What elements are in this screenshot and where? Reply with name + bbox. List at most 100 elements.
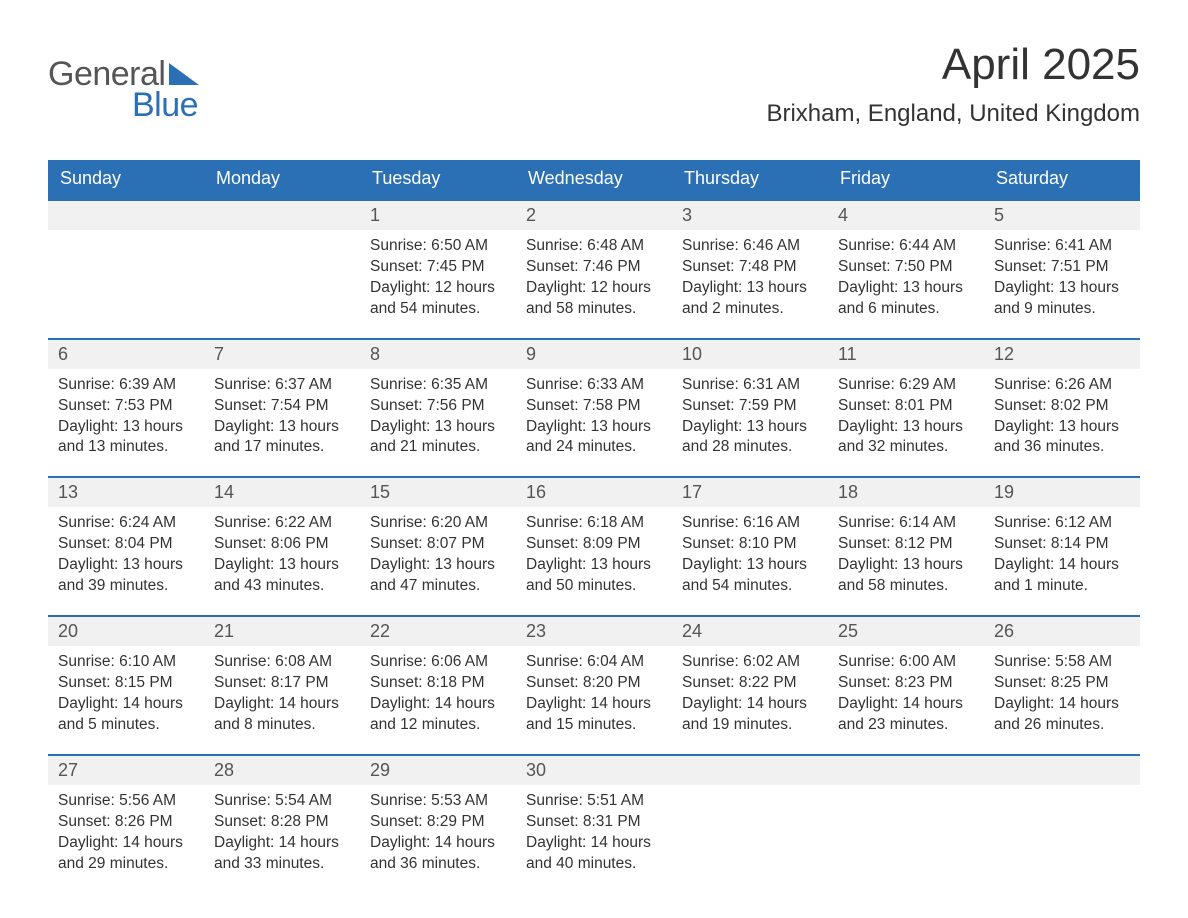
daylight-text: Daylight: 12 hours and 58 minutes.	[526, 278, 662, 320]
week: 12345Sunrise: 6:50 AMSunset: 7:45 PMDayl…	[48, 199, 1140, 338]
daylight-text: Daylight: 13 hours and 2 minutes.	[682, 278, 818, 320]
day-number: 26	[984, 617, 1140, 646]
daylight-text: Daylight: 14 hours and 15 minutes.	[526, 694, 662, 736]
sunrise-text: Sunrise: 6:39 AM	[58, 375, 194, 396]
week: 20212223242526Sunrise: 6:10 AMSunset: 8:…	[48, 615, 1140, 754]
day-header: Wednesday	[516, 160, 672, 199]
day-number: 6	[48, 340, 204, 369]
calendar: SundayMondayTuesdayWednesdayThursdayFrid…	[48, 160, 1140, 892]
day-cell: Sunrise: 6:04 AMSunset: 8:20 PMDaylight:…	[516, 646, 672, 754]
daylight-text: Daylight: 13 hours and 17 minutes.	[214, 417, 350, 459]
sunrise-text: Sunrise: 6:18 AM	[526, 513, 662, 534]
day-number: 29	[360, 756, 516, 785]
day-cell: Sunrise: 6:12 AMSunset: 8:14 PMDaylight:…	[984, 507, 1140, 615]
week: 6789101112Sunrise: 6:39 AMSunset: 7:53 P…	[48, 338, 1140, 477]
sunset-text: Sunset: 8:26 PM	[58, 812, 194, 833]
sunset-text: Sunset: 7:53 PM	[58, 396, 194, 417]
sunset-text: Sunset: 8:25 PM	[994, 673, 1130, 694]
sunrise-text: Sunrise: 6:35 AM	[370, 375, 506, 396]
sunset-text: Sunset: 8:10 PM	[682, 534, 818, 555]
day-cell: Sunrise: 6:08 AMSunset: 8:17 PMDaylight:…	[204, 646, 360, 754]
daylight-text: Daylight: 14 hours and 8 minutes.	[214, 694, 350, 736]
daylight-text: Daylight: 13 hours and 39 minutes.	[58, 555, 194, 597]
day-number: 9	[516, 340, 672, 369]
day-cell: Sunrise: 6:39 AMSunset: 7:53 PMDaylight:…	[48, 369, 204, 477]
day-number: 16	[516, 478, 672, 507]
sunrise-text: Sunrise: 6:04 AM	[526, 652, 662, 673]
sunrise-text: Sunrise: 6:50 AM	[370, 236, 506, 257]
day-number: 3	[672, 201, 828, 230]
sunrise-text: Sunrise: 6:10 AM	[58, 652, 194, 673]
sunset-text: Sunset: 8:06 PM	[214, 534, 350, 555]
daylight-text: Daylight: 13 hours and 32 minutes.	[838, 417, 974, 459]
sunset-text: Sunset: 8:15 PM	[58, 673, 194, 694]
day-cell: Sunrise: 6:22 AMSunset: 8:06 PMDaylight:…	[204, 507, 360, 615]
sunrise-text: Sunrise: 5:56 AM	[58, 791, 194, 812]
body-row: Sunrise: 6:39 AMSunset: 7:53 PMDaylight:…	[48, 369, 1140, 477]
sunset-text: Sunset: 8:07 PM	[370, 534, 506, 555]
body-row: Sunrise: 6:24 AMSunset: 8:04 PMDaylight:…	[48, 507, 1140, 615]
daynum-row: 6789101112	[48, 340, 1140, 369]
day-cell-empty	[672, 785, 828, 893]
day-number-empty	[828, 756, 984, 785]
day-number: 27	[48, 756, 204, 785]
day-number: 19	[984, 478, 1140, 507]
sunrise-text: Sunrise: 6:29 AM	[838, 375, 974, 396]
day-cell: Sunrise: 6:50 AMSunset: 7:45 PMDaylight:…	[360, 230, 516, 338]
day-header: Thursday	[672, 160, 828, 199]
daylight-text: Daylight: 13 hours and 6 minutes.	[838, 278, 974, 320]
sunrise-text: Sunrise: 6:24 AM	[58, 513, 194, 534]
day-cell: Sunrise: 6:16 AMSunset: 8:10 PMDaylight:…	[672, 507, 828, 615]
day-number-empty	[48, 201, 204, 230]
daylight-text: Daylight: 14 hours and 36 minutes.	[370, 833, 506, 875]
day-cell: Sunrise: 6:06 AMSunset: 8:18 PMDaylight:…	[360, 646, 516, 754]
day-cell: Sunrise: 5:58 AMSunset: 8:25 PMDaylight:…	[984, 646, 1140, 754]
weeks-container: 12345Sunrise: 6:50 AMSunset: 7:45 PMDayl…	[48, 199, 1140, 892]
sunset-text: Sunset: 8:01 PM	[838, 396, 974, 417]
day-cell: Sunrise: 6:35 AMSunset: 7:56 PMDaylight:…	[360, 369, 516, 477]
sunset-text: Sunset: 8:09 PM	[526, 534, 662, 555]
day-cell: Sunrise: 5:56 AMSunset: 8:26 PMDaylight:…	[48, 785, 204, 893]
sunrise-text: Sunrise: 6:16 AM	[682, 513, 818, 534]
day-cell: Sunrise: 6:48 AMSunset: 7:46 PMDaylight:…	[516, 230, 672, 338]
daylight-text: Daylight: 14 hours and 26 minutes.	[994, 694, 1130, 736]
daylight-text: Daylight: 14 hours and 1 minute.	[994, 555, 1130, 597]
daylight-text: Daylight: 13 hours and 28 minutes.	[682, 417, 818, 459]
sunset-text: Sunset: 7:50 PM	[838, 257, 974, 278]
sunrise-text: Sunrise: 6:26 AM	[994, 375, 1130, 396]
daylight-text: Daylight: 14 hours and 12 minutes.	[370, 694, 506, 736]
sunrise-text: Sunrise: 6:02 AM	[682, 652, 818, 673]
day-cell: Sunrise: 6:46 AMSunset: 7:48 PMDaylight:…	[672, 230, 828, 338]
day-number: 10	[672, 340, 828, 369]
sunrise-text: Sunrise: 6:08 AM	[214, 652, 350, 673]
day-header: Friday	[828, 160, 984, 199]
daynum-row: 13141516171819	[48, 478, 1140, 507]
sunset-text: Sunset: 8:22 PM	[682, 673, 818, 694]
daylight-text: Daylight: 13 hours and 58 minutes.	[838, 555, 974, 597]
sunrise-text: Sunrise: 5:58 AM	[994, 652, 1130, 673]
page-header: General Blue April 2025 Brixham, England…	[48, 40, 1140, 150]
sunrise-text: Sunrise: 6:12 AM	[994, 513, 1130, 534]
daylight-text: Daylight: 13 hours and 54 minutes.	[682, 555, 818, 597]
page-subtitle: Brixham, England, United Kingdom	[766, 100, 1140, 128]
day-number: 2	[516, 201, 672, 230]
daylight-text: Daylight: 14 hours and 29 minutes.	[58, 833, 194, 875]
sunset-text: Sunset: 8:04 PM	[58, 534, 194, 555]
day-cell-empty	[828, 785, 984, 893]
sunset-text: Sunset: 7:48 PM	[682, 257, 818, 278]
daynum-row: 27282930	[48, 756, 1140, 785]
day-number: 30	[516, 756, 672, 785]
sunrise-text: Sunrise: 5:54 AM	[214, 791, 350, 812]
day-cell: Sunrise: 6:18 AMSunset: 8:09 PMDaylight:…	[516, 507, 672, 615]
day-cell-empty	[204, 230, 360, 338]
day-header: Sunday	[48, 160, 204, 199]
sunset-text: Sunset: 7:46 PM	[526, 257, 662, 278]
sunset-text: Sunset: 8:02 PM	[994, 396, 1130, 417]
sunset-text: Sunset: 7:45 PM	[370, 257, 506, 278]
day-number-empty	[672, 756, 828, 785]
day-number: 18	[828, 478, 984, 507]
daylight-text: Daylight: 12 hours and 54 minutes.	[370, 278, 506, 320]
daylight-text: Daylight: 13 hours and 13 minutes.	[58, 417, 194, 459]
sunset-text: Sunset: 8:29 PM	[370, 812, 506, 833]
sunset-text: Sunset: 8:12 PM	[838, 534, 974, 555]
